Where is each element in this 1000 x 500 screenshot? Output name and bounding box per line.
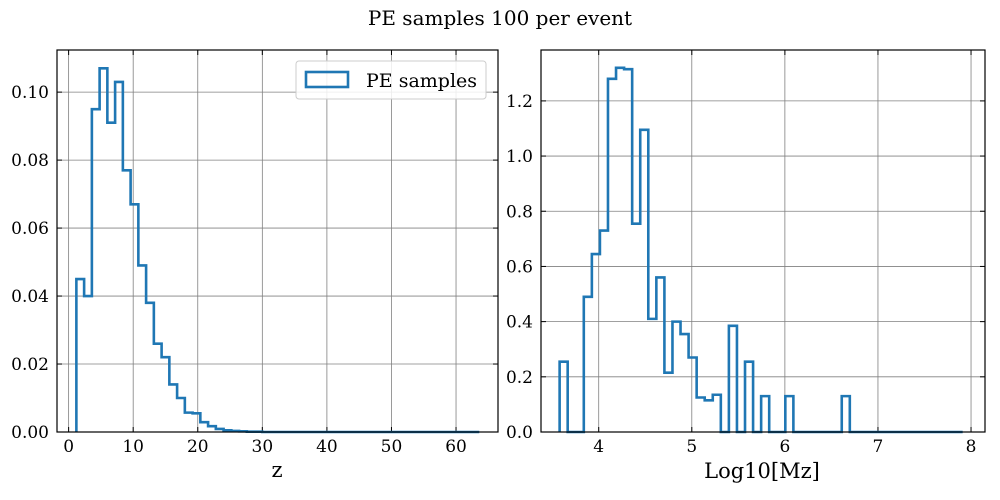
y-tick-label: 0.00 [11,423,49,443]
y-tick-label: 0.2 [506,368,533,388]
right-x-axis-label: Log10[Mz] [704,459,820,483]
y-tick-label: 0.8 [506,202,533,222]
x-tick-label: 40 [316,437,338,457]
left-histogram-panel: 0 10 20 30 40 50 600.000.020.040.060.080.10 z … [11,49,499,482]
x-tick-label: 0 [63,437,74,457]
x-tick-label: 60 [445,437,467,457]
legend-swatch [304,70,350,89]
x-tick-label: 8 [966,437,977,457]
x-tick-label: 10 [122,437,144,457]
legend-box [295,60,487,100]
y-tick-label: 0.10 [11,83,49,103]
left-ticks: 0 10 20 30 40 50 60 0.00 0.02 0.04 0.06 0.08 0.10 [11,50,498,457]
legend-entry-label: PE samples [366,70,477,92]
right-histogram-outline [558,66,963,434]
y-tick-label: 1.0 [506,147,533,167]
y-tick-label: 1.2 [506,92,533,112]
right-histogram-panel: 4 5 6 7 8 0.0 0.2 0.4 0.6 0.8 1.0 1.2 Log10[Mz] [506,49,986,483]
x-tick-label: 5 [686,437,697,457]
y-tick-label: 0.06 [11,219,49,239]
figure-title: PE samples 100 per event [368,6,632,30]
left-legend: PE samples [295,60,487,100]
left-axes-frame [56,49,499,433]
y-tick-label: 0.0 [506,423,533,443]
y-tick-label: 0.6 [506,257,533,277]
x-tick-label: 7 [873,437,884,457]
y-tick-label: 0.4 [506,313,533,333]
left-x-axis-label: z [271,458,282,482]
x-tick-label: 50 [381,437,403,457]
y-tick-label: 0.04 [11,287,49,307]
right-ticks: 4 5 6 7 8 0.0 0.2 0.4 0.6 0.8 1.0 1.2 [506,50,985,457]
right-axes-frame [540,49,986,433]
y-tick-label: 0.02 [11,355,49,375]
x-tick-label: 6 [779,437,790,457]
x-tick-label: 20 [187,437,209,457]
left-histogram-outline [75,67,480,434]
y-tick-label: 0.08 [11,151,49,171]
x-tick-label: 30 [252,437,274,457]
x-tick-label: 4 [593,437,604,457]
